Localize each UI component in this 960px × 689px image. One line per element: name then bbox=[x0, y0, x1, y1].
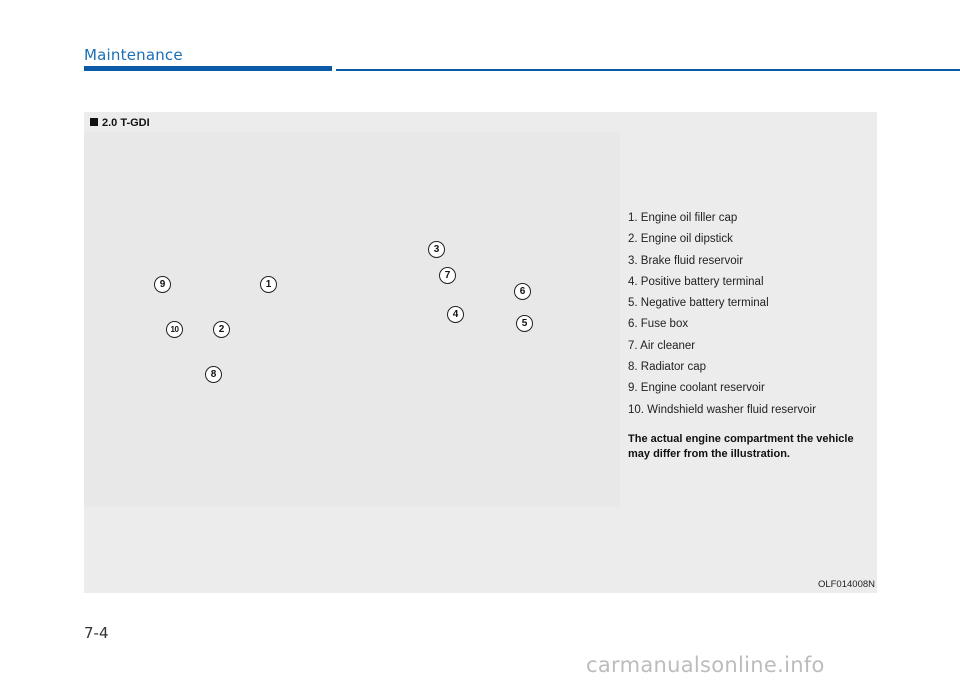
header-rule-thick bbox=[84, 66, 332, 71]
legend-item: 8. Radiator cap bbox=[628, 361, 706, 374]
legend-item: 7. Air cleaner bbox=[628, 339, 696, 352]
callout-5: 5 bbox=[516, 315, 533, 332]
legend-item: 1. Engine oil filler cap bbox=[628, 212, 738, 224]
callout-9: 9 bbox=[154, 276, 171, 293]
legend-item: 6. Fuse box bbox=[628, 318, 689, 331]
section-title: Maintenance bbox=[84, 46, 183, 64]
legend-item: 2. Engine oil dipstick bbox=[628, 233, 733, 246]
legend-item: 5. Negative battery terminal bbox=[628, 297, 769, 310]
watermark: carmanualsonline.info bbox=[586, 653, 825, 677]
legend-item: 10. Windshield washer fluid reservoir bbox=[628, 403, 816, 416]
callout-10: 10 bbox=[166, 321, 183, 338]
callout-7: 7 bbox=[439, 267, 456, 284]
callout-6: 6 bbox=[514, 283, 531, 300]
legend-item: 4. Positive battery terminal bbox=[628, 275, 764, 288]
illustration-note: The actual engine compartment the vehicl… bbox=[628, 433, 854, 460]
legend-item: 3. Brake fluid reservoir bbox=[628, 254, 744, 267]
figure-code: OLF014008N bbox=[817, 579, 875, 590]
component-legend: 1. Engine oil filler cap 2. Engine oil d… bbox=[628, 208, 878, 421]
callout-1: 1 bbox=[260, 276, 277, 293]
square-bullet-icon bbox=[90, 118, 98, 126]
legend-item: 9. Engine coolant reservoir bbox=[628, 382, 765, 395]
figure-heading: 2.0 T-GDI bbox=[90, 117, 150, 129]
callout-8: 8 bbox=[205, 366, 222, 383]
callout-2: 2 bbox=[213, 321, 230, 338]
page-number: 7-4 bbox=[84, 624, 109, 642]
engine-illustration: 9 1 10 2 8 3 7 6 4 5 bbox=[84, 132, 620, 507]
header-rule-thin bbox=[336, 69, 960, 71]
figure-panel: 2.0 T-GDI 9 1 10 2 8 3 7 6 4 5 1. Engine… bbox=[84, 112, 877, 593]
figure-heading-text: 2.0 T-GDI bbox=[102, 117, 150, 129]
callout-3: 3 bbox=[428, 241, 445, 258]
callout-4: 4 bbox=[447, 306, 464, 323]
